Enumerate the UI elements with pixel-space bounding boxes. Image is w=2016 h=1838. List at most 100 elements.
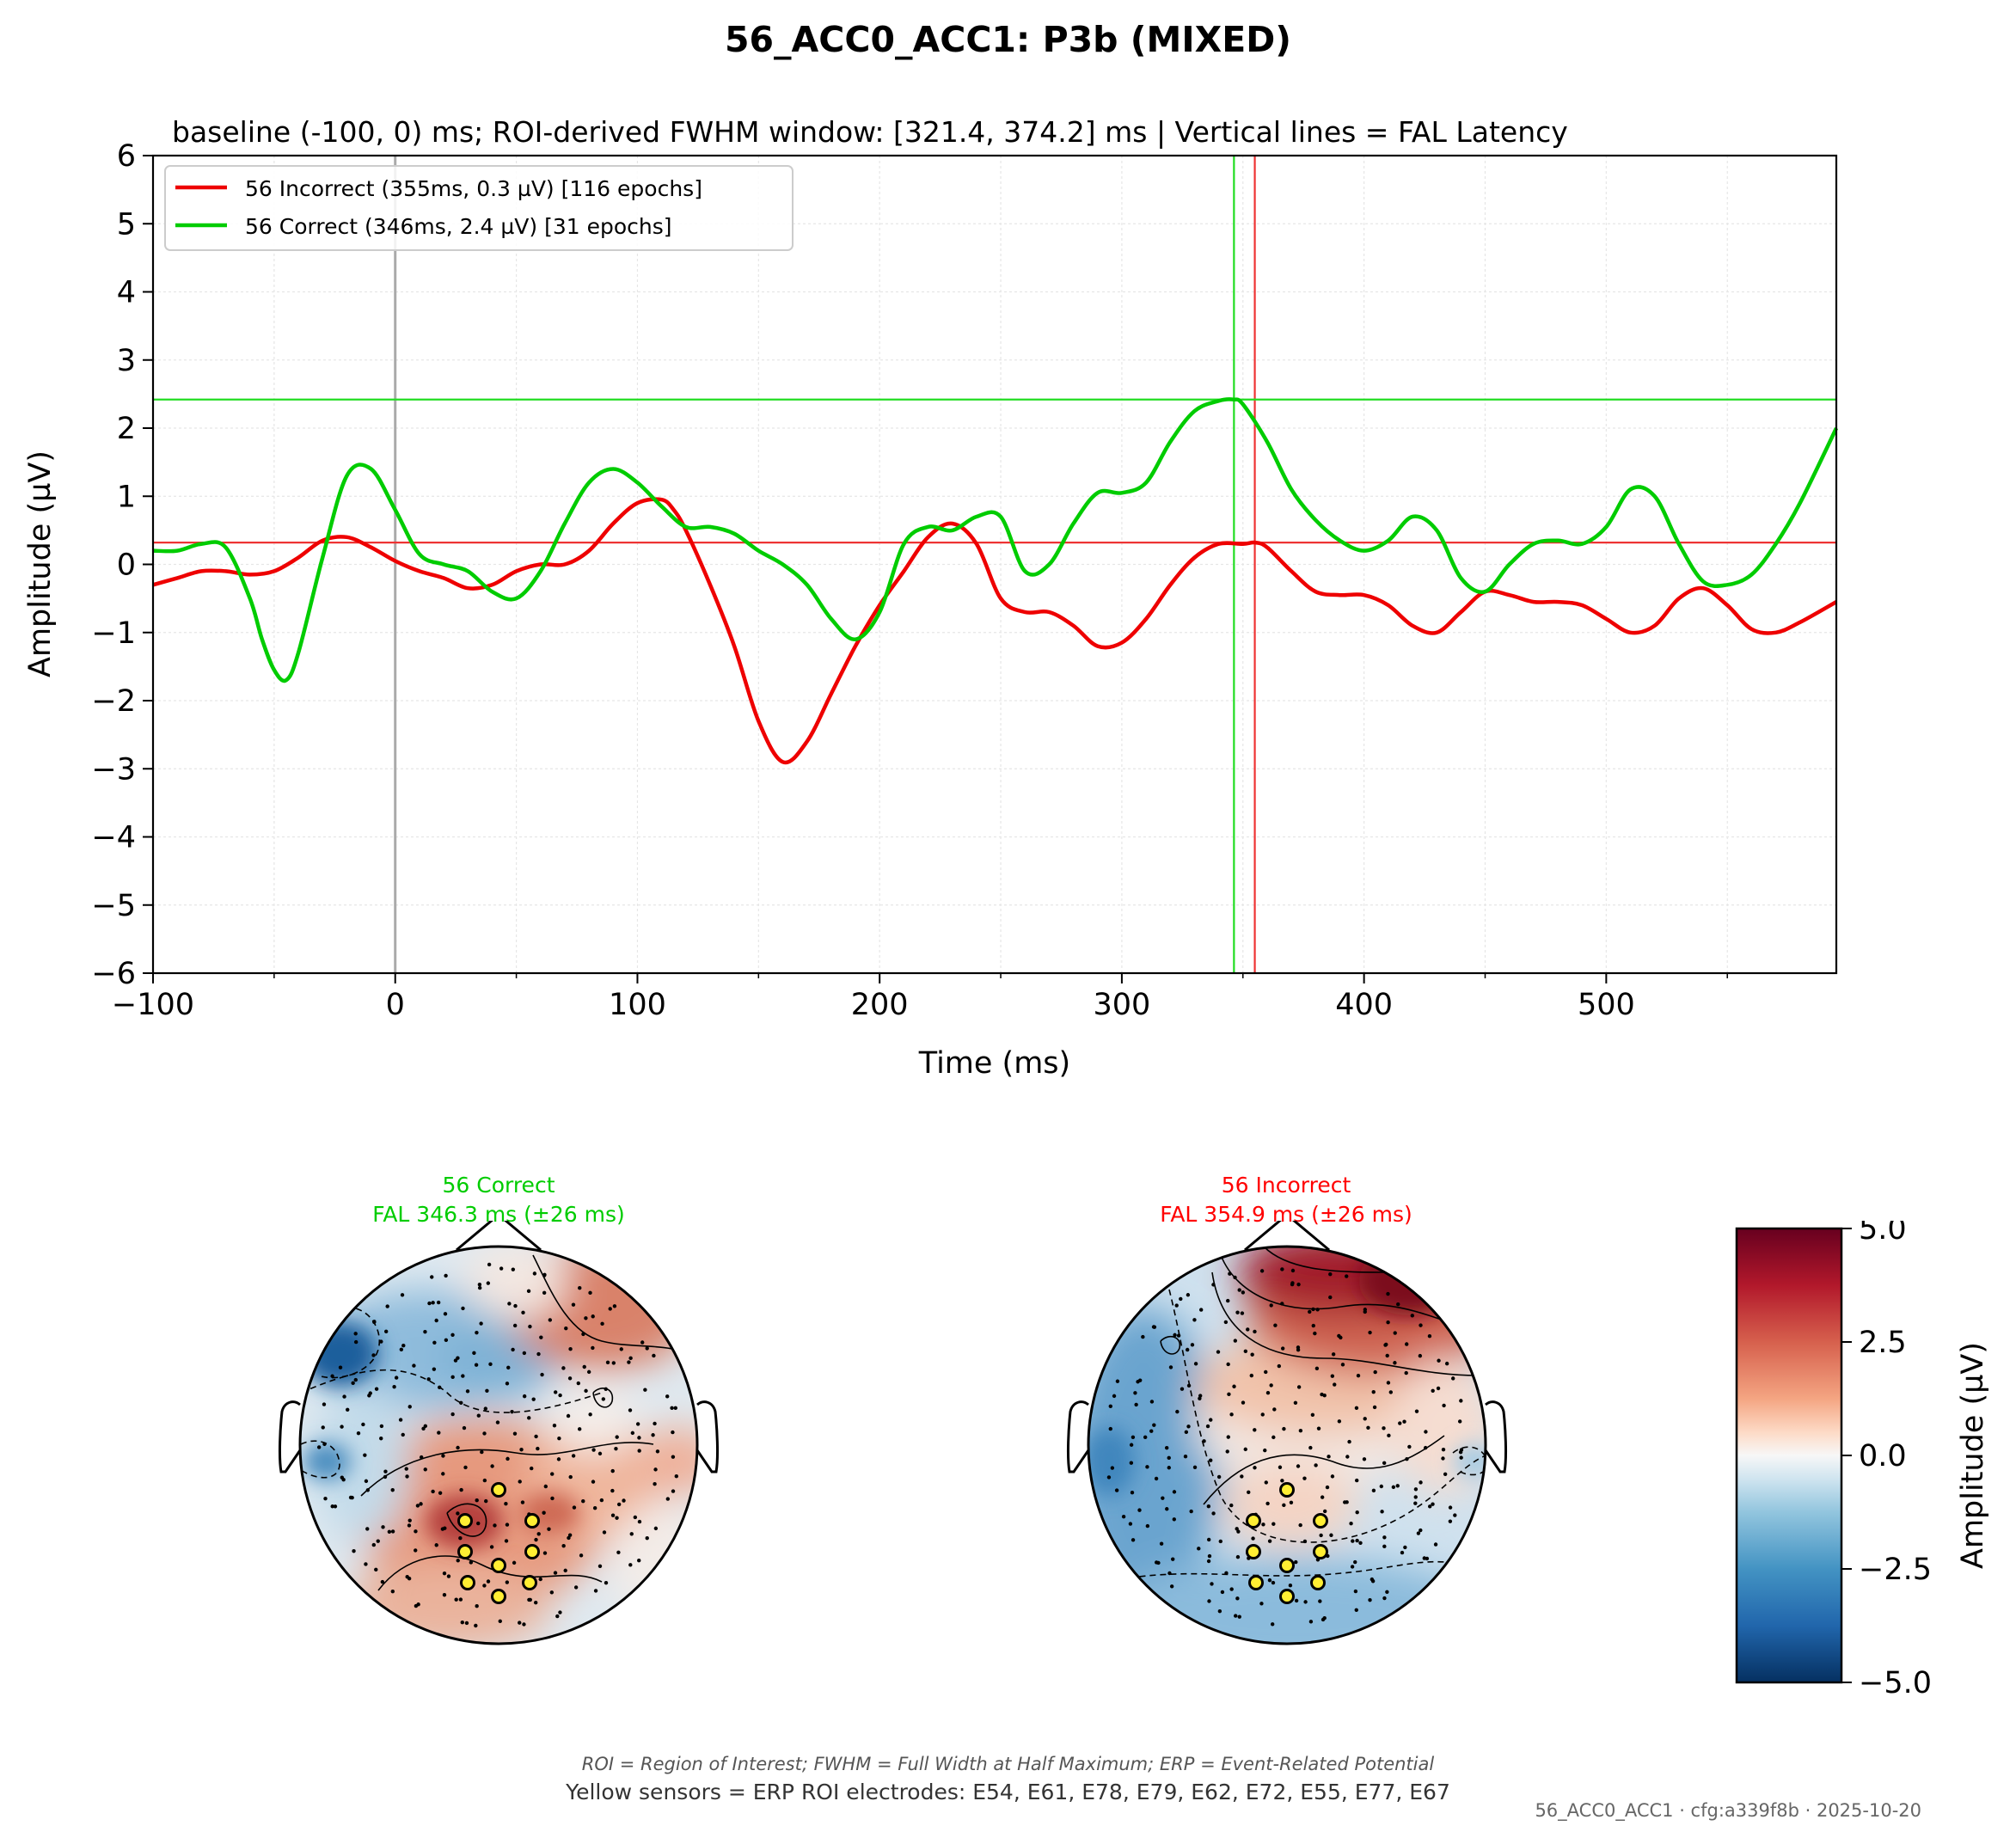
sensor-dot	[1355, 1478, 1359, 1483]
sensor-dot	[401, 1432, 405, 1437]
topomap-incorrect-left-ear	[1066, 1400, 1090, 1473]
topomap-title-correct-line1: 56 Correct	[442, 1173, 555, 1198]
sensor-dot	[352, 1549, 356, 1553]
sensor-dot	[1271, 1580, 1276, 1585]
sensor-dot	[505, 1580, 510, 1584]
sensor-dot	[1290, 1268, 1296, 1273]
sensor-dot	[1400, 1550, 1405, 1555]
sensor-dot	[1247, 1490, 1251, 1494]
sensor-dot	[1161, 1496, 1165, 1500]
roi-sensor	[1279, 1558, 1295, 1573]
sensor-dot	[1216, 1350, 1221, 1354]
sensor-dot	[1345, 1455, 1350, 1459]
sensor-dot	[1314, 1366, 1320, 1371]
sensor-dot	[322, 1442, 327, 1447]
sensor-dot	[1328, 1272, 1333, 1277]
config-stamp: 56_ACC0_ACC1 · cfg:a339f8b · 2025-10-20	[1535, 1800, 1921, 1821]
sensor-dot	[1167, 1571, 1172, 1576]
sensor-dot	[1241, 1400, 1246, 1405]
sensor-dot	[549, 1590, 555, 1595]
sensor-dot	[1198, 1394, 1203, 1398]
sensor-dot	[364, 1562, 368, 1566]
sensor-dot	[511, 1347, 515, 1352]
sensor-dot	[1167, 1455, 1171, 1461]
sensor-dot	[446, 1574, 451, 1578]
sensor-dot	[586, 1369, 591, 1375]
sensor-dot	[1145, 1465, 1149, 1469]
sensor-dot	[1227, 1392, 1231, 1397]
sensor-dot	[1149, 1400, 1155, 1404]
sensor-dot	[582, 1364, 586, 1369]
sensor-dot	[572, 1505, 577, 1510]
sensor-dot	[1208, 1458, 1213, 1462]
sensor-dot	[588, 1412, 592, 1417]
sensor-dot	[483, 1406, 488, 1411]
topomap-title-correct: 56 Correct FAL 346.3 ms (±26 ms)	[327, 1171, 671, 1229]
sensor-dot	[673, 1406, 677, 1411]
sensor-dot	[671, 1489, 676, 1493]
roi-sensor	[1313, 1513, 1328, 1529]
topomap-correct	[278, 1221, 720, 1645]
sensor-dot	[1356, 1373, 1361, 1378]
sensor-dot	[665, 1497, 671, 1501]
sensor-dot	[1386, 1320, 1390, 1325]
sensor-dot	[499, 1266, 504, 1271]
topomap-incorrect	[1066, 1221, 1508, 1645]
sensor-dot	[581, 1332, 585, 1337]
sensor-dot	[645, 1346, 649, 1351]
sensor-dot	[591, 1448, 596, 1452]
sensor-dot	[1218, 1539, 1222, 1544]
x-tick-label: 200	[851, 988, 909, 1022]
sensor-dot	[1263, 1448, 1267, 1453]
sensor-dot	[414, 1529, 418, 1534]
sensor-dot	[1354, 1608, 1358, 1612]
sensor-dot	[645, 1535, 649, 1541]
sensor-dot	[464, 1621, 469, 1626]
sensor-dot	[512, 1431, 518, 1436]
sensor-dot	[597, 1564, 603, 1569]
sensor-dot	[1405, 1456, 1409, 1461]
sensor-dot	[414, 1548, 418, 1553]
sensor-dot	[1282, 1426, 1286, 1431]
sensor-dot	[1418, 1353, 1423, 1358]
sensor-dot	[450, 1412, 455, 1417]
sensor-dot	[637, 1449, 641, 1453]
sensor-dot	[383, 1469, 388, 1473]
sensor-dot	[1226, 1362, 1230, 1367]
sensor-dot	[653, 1481, 657, 1486]
sensor-dot	[1108, 1404, 1113, 1408]
sensor-dot	[1261, 1522, 1265, 1527]
sensor-dot	[323, 1497, 328, 1501]
sensor-dot	[1110, 1466, 1115, 1470]
sensor-dot	[655, 1449, 660, 1454]
sensor-dot	[1206, 1504, 1211, 1509]
sensor-dot	[442, 1571, 447, 1576]
sensor-dot	[591, 1480, 596, 1484]
sensor-dot	[608, 1307, 612, 1311]
sensor-dot	[527, 1597, 531, 1602]
sensor-dot	[1385, 1590, 1389, 1594]
sensor-dot	[1354, 1406, 1359, 1411]
sensor-dot	[490, 1464, 494, 1468]
sensor-dot	[379, 1424, 384, 1429]
sensor-dot	[558, 1393, 562, 1398]
sensor-dot	[1253, 1329, 1257, 1334]
sensor-dot	[341, 1478, 346, 1482]
sensor-dot	[1128, 1522, 1133, 1526]
y-tick-label: 4	[117, 276, 136, 310]
sensor-dot	[1198, 1308, 1204, 1312]
sensor-dot	[1246, 1327, 1250, 1332]
sensor-dot	[1349, 1522, 1353, 1526]
sensor-dot	[532, 1271, 537, 1276]
topomap-correct-head-outline	[278, 1221, 720, 1645]
sensor-dot	[1351, 1539, 1355, 1543]
sensor-dot	[427, 1301, 432, 1306]
sensor-dot	[1240, 1311, 1245, 1315]
sensor-dot	[1340, 1363, 1345, 1367]
sensor-dot	[610, 1488, 615, 1493]
sensor-dot	[1427, 1334, 1432, 1339]
topomap-correct-nose	[456, 1221, 542, 1252]
sensor-dot	[1171, 1557, 1175, 1561]
sensor-dot	[316, 1445, 322, 1449]
sensor-dot	[1407, 1444, 1412, 1449]
